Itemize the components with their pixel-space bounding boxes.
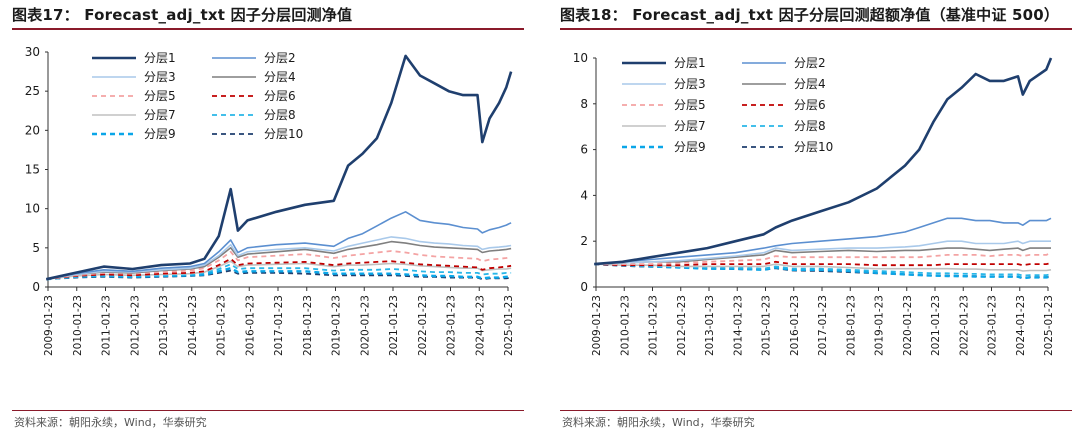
x-tick-label: 2018-01-23 — [845, 295, 857, 356]
legend-label: 分层9 — [674, 140, 706, 154]
chart-title: 图表18： Forecast_adj_txt 因子分层回测超额净值（基准中证 5… — [560, 6, 1060, 24]
legend-label: 分层6 — [794, 98, 826, 112]
x-tick-label: 2011-01-23 — [101, 295, 113, 356]
x-tick-label: 2016-01-23 — [789, 295, 801, 356]
series-line-2 — [46, 211, 512, 280]
legend-label: 分层10 — [794, 140, 833, 154]
x-tick-label: 2015-01-23 — [761, 295, 773, 356]
x-tick-label: 2023-01-23 — [987, 295, 999, 356]
legend-label: 分层2 — [794, 56, 826, 70]
series-line-5 — [46, 250, 512, 281]
y-tick-label: 5 — [32, 241, 40, 255]
chart-title: 图表17： Forecast_adj_txt 因子分层回测净值 — [12, 6, 353, 24]
x-tick-label: 2025-01-23 — [1043, 295, 1055, 356]
x-tick-label: 2019-01-23 — [874, 295, 886, 356]
x-tick-label: 2019-01-23 — [331, 295, 343, 356]
x-tick-label: 2012-01-23 — [676, 295, 688, 356]
x-tick-label: 2017-01-23 — [817, 295, 829, 356]
x-tick-label: 2021-01-23 — [930, 295, 942, 356]
series-line-4 — [594, 247, 1051, 265]
legend-label: 分层7 — [674, 119, 706, 133]
legend-label: 分层7 — [144, 108, 176, 122]
x-tick-label: 2020-01-23 — [359, 295, 371, 356]
right-chart-panel: 图表18： Forecast_adj_txt 因子分层回测超额净值（基准中证 5… — [548, 0, 1078, 430]
legend-label: 分层6 — [264, 89, 296, 103]
legend-label: 分层10 — [264, 127, 303, 141]
legend-label: 分层9 — [144, 127, 176, 141]
left-chart-panel: 图表17： Forecast_adj_txt 因子分层回测净值 0 5 10 15 20… — [0, 0, 530, 430]
series-line-5 — [594, 251, 1052, 266]
net-value-chart: 0 5 10 15 20 25 30 2009-01-23 2010-01-23 2011-01-… — [25, 45, 515, 356]
legend-label: 分层5 — [674, 98, 706, 112]
x-tick-label: 2015-01-23 — [216, 295, 228, 356]
x-tick-label: 2016-01-23 — [244, 295, 256, 356]
y-tick-label: 8 — [580, 97, 588, 111]
x-tick-label: 2009-01-23 — [43, 295, 55, 356]
x-tick-label: 2010-01-23 — [72, 295, 84, 356]
y-tick-label: 10 — [573, 51, 588, 65]
x-tick-label: 2017-01-23 — [273, 295, 285, 356]
legend-label: 分层8 — [794, 119, 826, 133]
series-line-1 — [46, 54, 513, 281]
y-tick-label: 0 — [580, 280, 588, 294]
x-tick-label: 2021-01-23 — [388, 295, 400, 356]
source-rule — [560, 410, 1072, 411]
x-tick-label: 2024-01-23 — [1015, 295, 1027, 356]
legend-label: 分层8 — [264, 108, 296, 122]
series-line-1 — [594, 57, 1053, 266]
source-note: 资料来源：朝阳永续，Wind，华泰研究 — [562, 416, 755, 429]
source-note: 资料来源：朝阳永续，Wind，华泰研究 — [14, 416, 207, 429]
y-tick-label: 15 — [25, 163, 40, 177]
x-tick-label: 2013-01-23 — [704, 295, 716, 356]
title-rule — [12, 28, 524, 30]
x-tick-label: 2025-01-23 — [503, 295, 515, 356]
y-tick-label: 2 — [580, 234, 588, 248]
legend-label: 分层5 — [144, 89, 176, 103]
series-line-3 — [594, 240, 1051, 265]
x-tick-label: 2023-01-23 — [446, 295, 458, 356]
legend-label: 分层1 — [674, 56, 706, 70]
legend-label: 分层4 — [794, 77, 826, 91]
x-tick-label: 2024-01-23 — [474, 295, 486, 356]
series-line-8 — [594, 263, 1052, 277]
y-tick-label: 10 — [25, 202, 40, 216]
x-tick-label: 2013-01-23 — [158, 295, 170, 356]
source-rule — [12, 410, 524, 411]
x-tick-label: 2014-01-23 — [732, 295, 744, 356]
legend-label: 分层4 — [264, 70, 296, 84]
x-tick-label: 2011-01-23 — [648, 295, 660, 356]
series-line-8 — [46, 263, 512, 281]
y-tick-label: 20 — [25, 123, 40, 137]
series-line-2 — [594, 217, 1052, 265]
x-tick-label: 2012-01-23 — [129, 295, 141, 356]
excess-net-value-chart: 0 2 4 6 8 10 2009-01-23 2010-01-23 2011-01-23 201… — [573, 51, 1055, 356]
series-line-6 — [594, 260, 1052, 267]
series-line-7 — [594, 263, 1052, 272]
x-tick-label: 2022-01-23 — [417, 295, 429, 356]
x-tick-label: 2020-01-23 — [902, 295, 914, 356]
legend-label: 分层3 — [144, 70, 176, 84]
y-tick-label: 30 — [25, 45, 40, 59]
series-line-9 — [46, 266, 512, 281]
y-tick-label: 25 — [25, 84, 40, 98]
series-line-9 — [594, 262, 1052, 280]
series-line-3 — [46, 236, 512, 280]
series-line-6 — [46, 257, 512, 281]
y-tick-label: 0 — [32, 280, 40, 294]
x-tick-label: 2014-01-23 — [187, 295, 199, 356]
x-tick-label: 2009-01-23 — [591, 295, 603, 356]
y-tick-label: 6 — [580, 143, 588, 157]
x-tick-label: 2022-01-23 — [958, 295, 970, 356]
legend-label: 分层1 — [144, 51, 176, 65]
x-tick-label: 2018-01-23 — [302, 295, 314, 356]
y-tick-label: 4 — [580, 188, 588, 202]
legend-label: 分层3 — [674, 77, 706, 91]
x-tick-label: 2010-01-23 — [619, 295, 631, 356]
title-rule — [560, 28, 1072, 30]
series-line-7 — [46, 260, 512, 280]
series-line-4 — [46, 240, 512, 280]
legend-label: 分层2 — [264, 51, 296, 65]
